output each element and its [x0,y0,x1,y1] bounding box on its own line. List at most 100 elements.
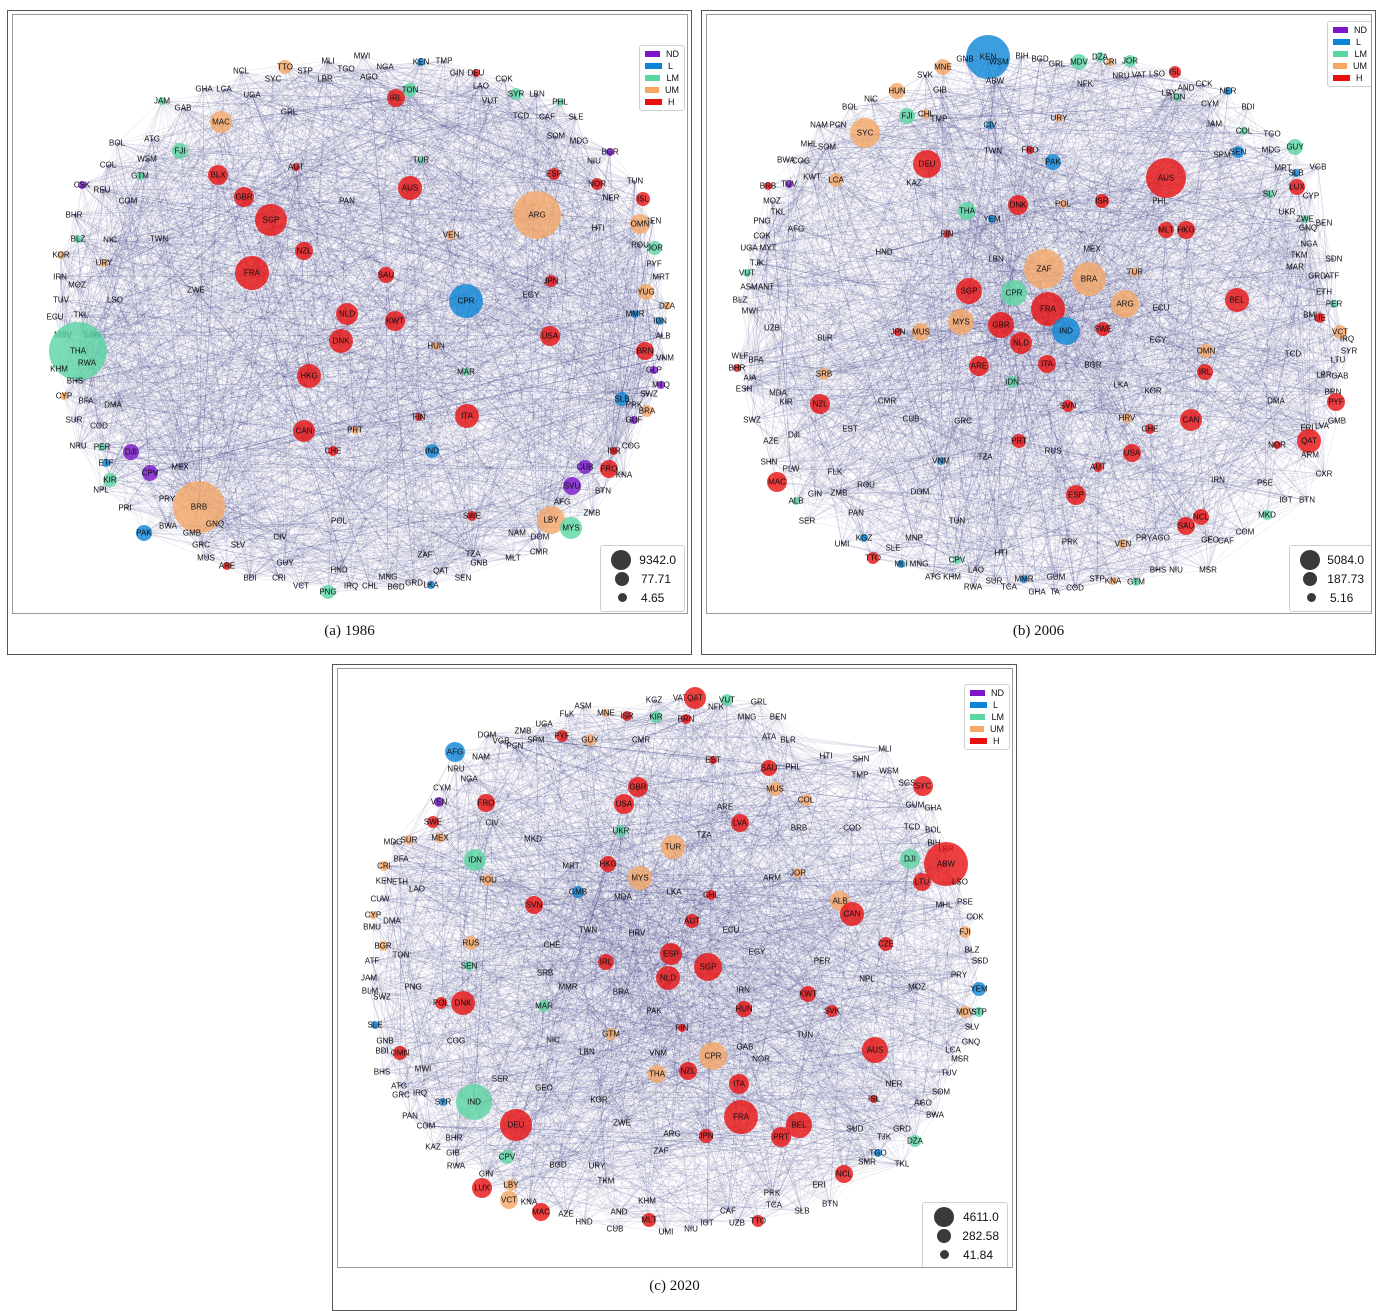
node-label: MYT [760,244,777,253]
node-circle [464,961,474,971]
node-circle [681,714,691,724]
node-label: CRI [377,862,391,871]
country-node-nic: NIC [864,95,878,104]
node-circle [860,534,868,542]
node-label: SEN [1230,148,1247,157]
node-circle [921,109,931,119]
node-label: CUB [607,1225,624,1234]
node-label: THA [959,207,976,216]
node-label: ABW [986,77,1005,86]
country-node-som: SOM [547,132,566,141]
node-label: LVA [733,819,748,828]
country-node-sle: SLE [367,1021,382,1030]
node-circle [636,342,654,360]
country-node-nic: NIC [103,236,117,245]
legend-entry: L [1333,36,1367,48]
node-label: FJI [959,928,970,937]
country-node-ven: VEN [443,230,459,240]
country-node-guf: GUF [626,416,643,425]
node-label: TON [1169,93,1186,102]
node-label: COL [1236,127,1253,136]
node-circle [321,585,335,599]
node-label: ROU [857,481,875,490]
country-node-nic: NIC [546,1036,560,1045]
country-node-gin: GIN [479,1170,493,1179]
node-label: CUW [370,895,390,904]
country-node-cri: CRI [377,861,391,871]
node-circle [234,187,254,207]
node-size-legend: 5084.0 187.73 5.16 [1289,545,1371,612]
country-node-atg: ATG [391,1082,407,1091]
country-node-sur: SUR [986,577,1003,586]
node-label: YEM [970,985,988,994]
node-label: CZE [878,940,894,949]
country-node-prt: PRT [347,426,363,435]
node-circle [532,1203,550,1221]
country-node-mli: MLI [878,745,891,754]
edge-layer [54,55,668,593]
country-node-rou: ROU [631,241,649,250]
node-label: URY [589,1162,606,1171]
country-node-niu: NIU [684,1225,698,1234]
node-label: GAB [737,1043,754,1052]
country-node-mwi: MWI [742,307,758,316]
country-node-ury: URY [1051,114,1068,123]
node-label: LBR [317,75,333,84]
node-label: IND [467,1098,481,1107]
node-label: ERI [1300,424,1313,433]
country-node-khm: KHM [638,1197,656,1206]
node-label: SGP [263,216,280,225]
node-label: PAK [136,529,152,538]
node-label: BGD [387,583,405,592]
node-label: ASM [574,702,592,711]
caption-2006: (b) 2006 [1012,623,1065,639]
country-node-arm: ARM [763,874,781,883]
country-node-lka: LKA [1113,381,1129,390]
country-node-ser: SER [799,517,816,526]
node-label: FLK [828,468,843,477]
country-node-dnk: DNK [451,991,475,1015]
node-label: KNA [1105,577,1122,586]
country-node-bel: BEL [786,1112,812,1138]
node-label: GEO [535,1084,553,1093]
node-label: GHA [924,804,942,813]
country-node-gtm: GTM [1127,578,1145,587]
node-label: TZA [696,831,712,840]
country-node-mmr: MMR [558,983,577,992]
node-label: LKA [1113,381,1129,390]
node-label: TWN [984,147,1002,156]
node-label: MMR [625,310,644,319]
caption-2020: (c) 2020 [649,1278,700,1294]
node-label: AUT [288,163,304,172]
node-label: ISL [637,195,650,204]
node-label: TUN [949,517,966,526]
node-label: ESH [736,385,753,394]
node-label: GIN [808,490,822,499]
node-label: BFA [393,855,409,864]
country-node-rou: ROU [857,481,875,490]
node-circle [1093,462,1103,472]
country-node-yem: YEM [970,982,988,996]
node-circle [378,941,388,951]
country-node-abw: ABW [924,842,968,886]
country-node-cuw: CUW [370,895,390,904]
legend-entry: ND [1333,24,1367,36]
node-circle [98,443,106,451]
country-node-bhr: BHR [446,1134,463,1143]
node-circle [417,156,425,164]
node-label: QAT [687,694,703,703]
country-node-jam: JAM [1206,120,1222,129]
country-node-zwe: ZWE [187,286,205,295]
node-label: GUY [276,559,294,568]
node-label: MEX [171,463,189,472]
country-node-tkm: TKM [1291,251,1308,260]
country-node-fra: FRA [724,1100,758,1134]
country-node-pol: POL [331,517,348,526]
country-node-nzl: NZL [679,1062,697,1080]
node-label: RUS [1045,447,1062,456]
size-legend-dot [1299,549,1320,570]
node-label: KOR [52,251,70,260]
country-node-mkd: MKD [524,835,542,844]
country-node-esp: ESP [546,168,562,180]
country-node-ant: ANT [758,283,774,292]
